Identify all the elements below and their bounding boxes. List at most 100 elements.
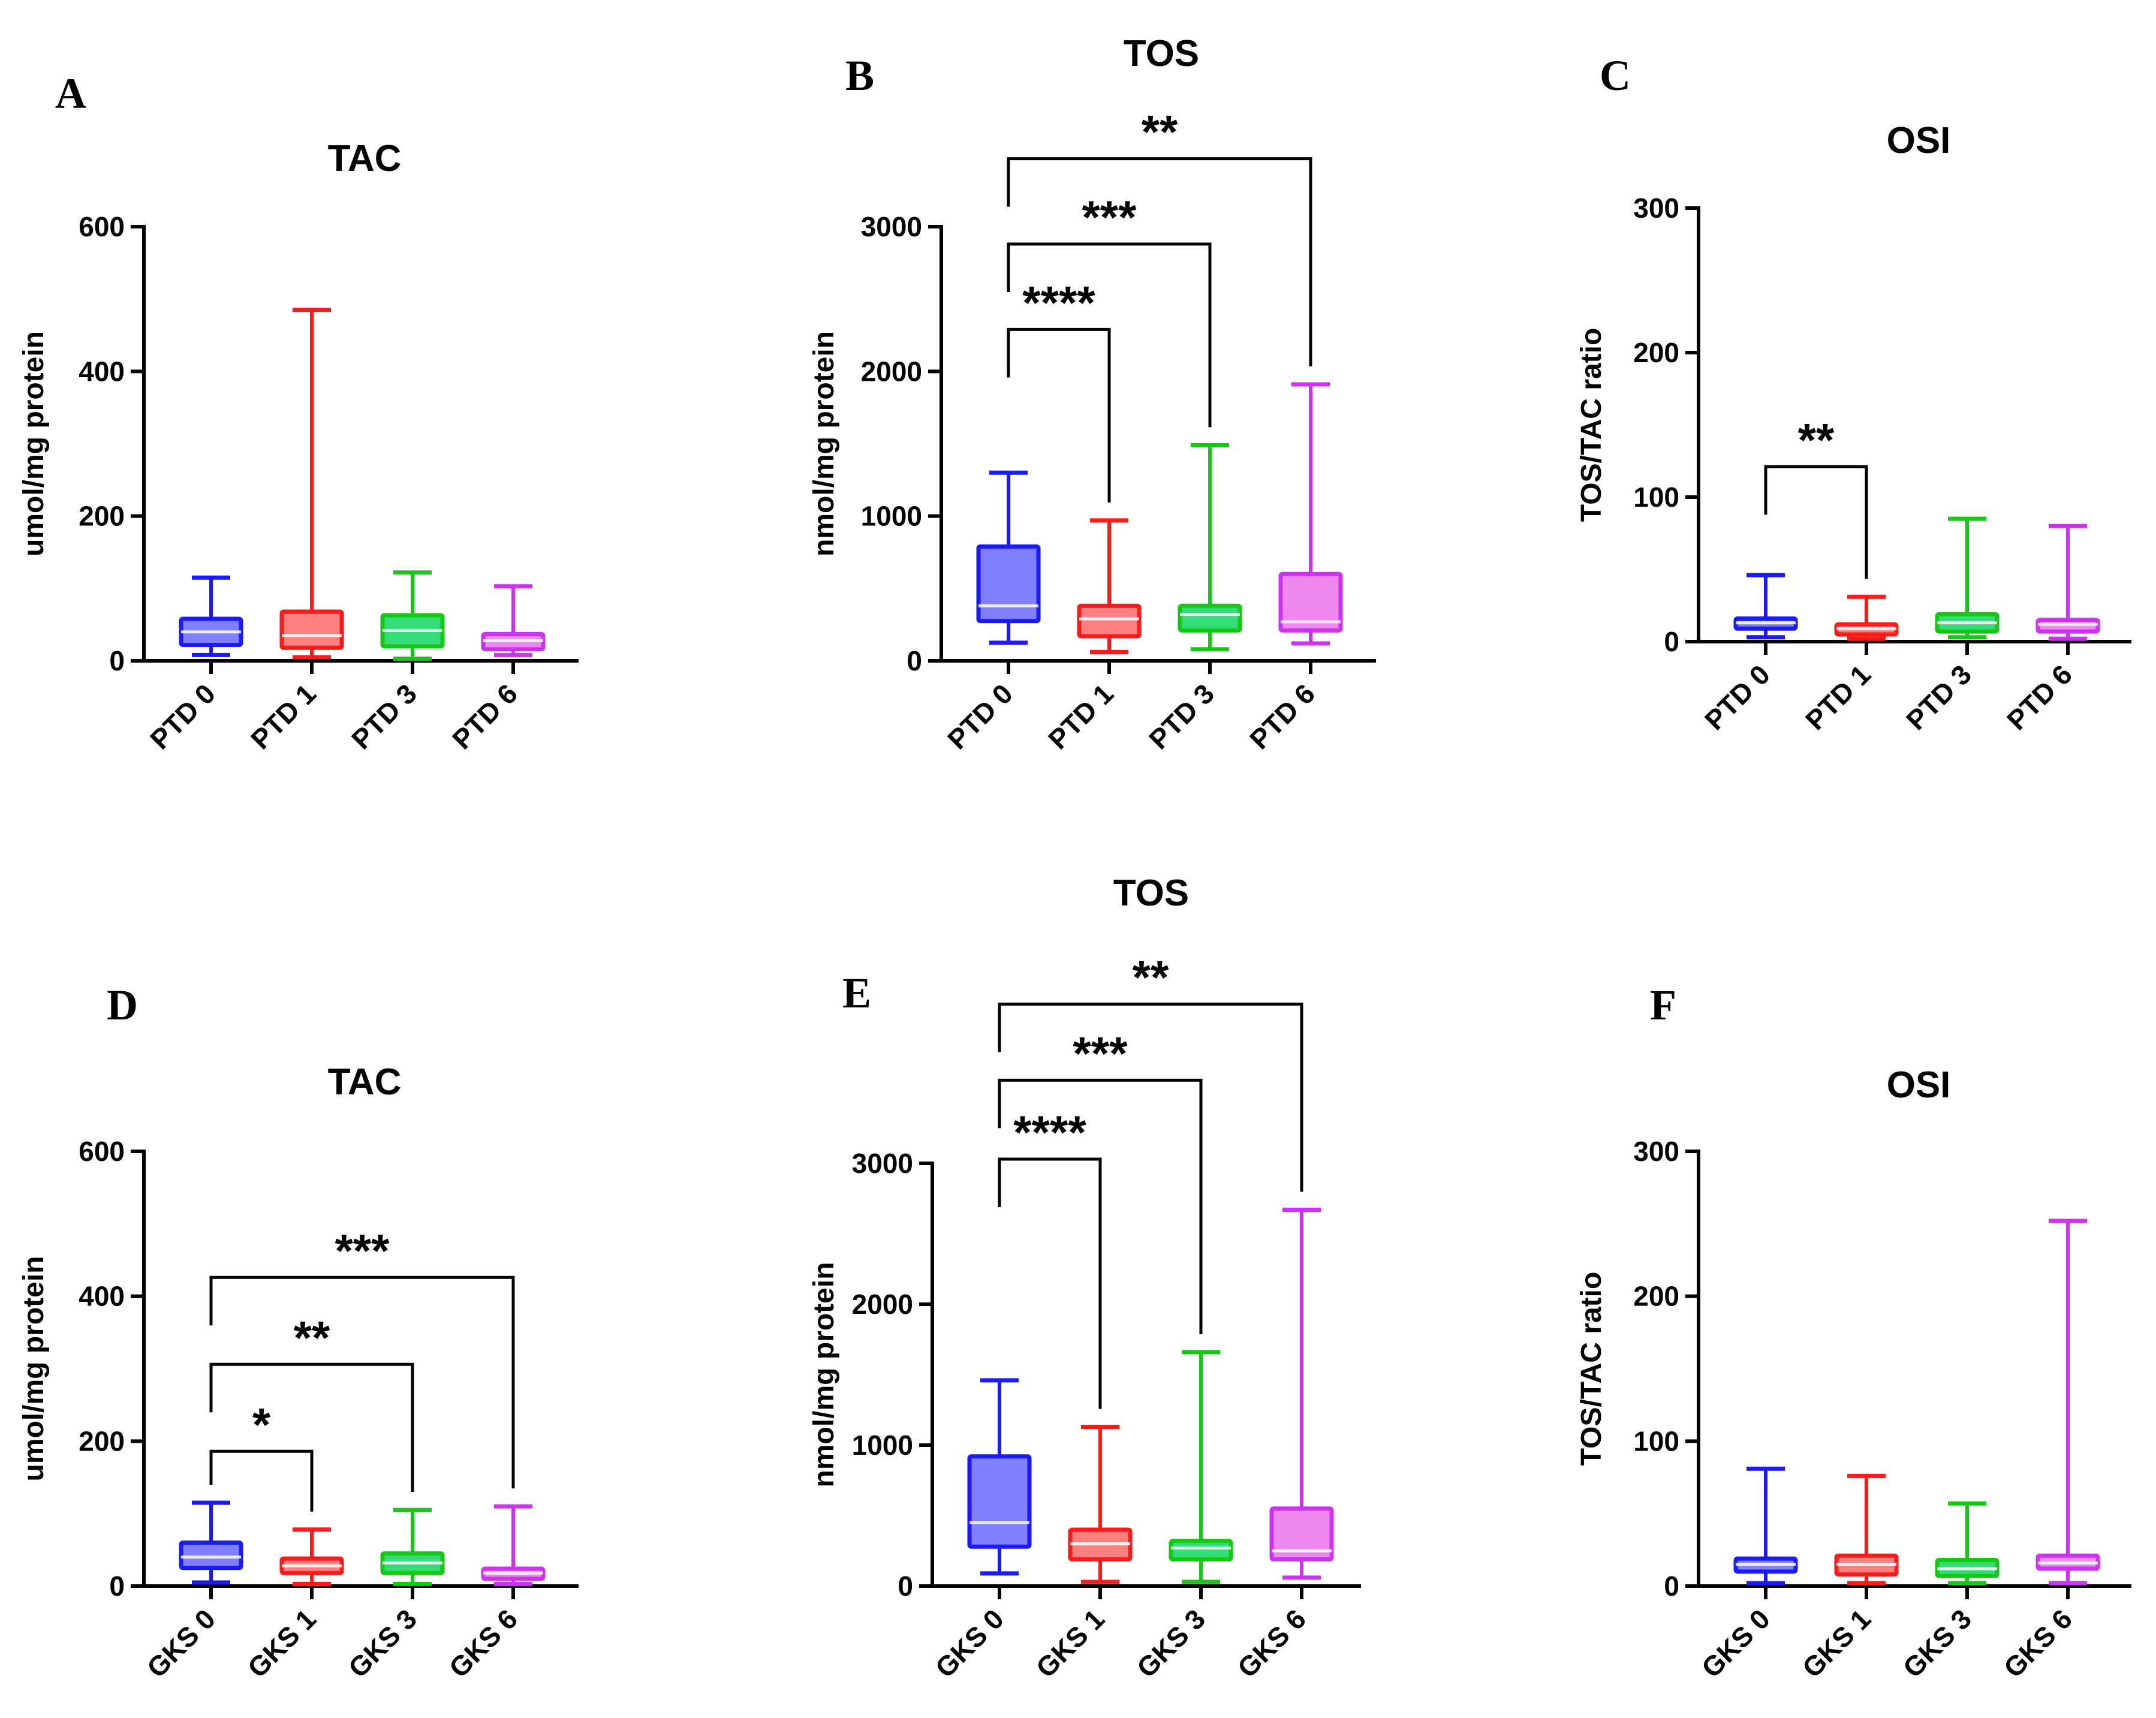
significance-bracket: ** (1007, 106, 1312, 367)
y-axis-title: umol/mg protein (18, 1256, 50, 1482)
box-iqr (1278, 571, 1343, 633)
y-tick-label: 1000 (861, 501, 922, 532)
plot-e: 0 1000 2000 3000 nmol/mg protein GKS 0 GKS 1 GK… (808, 950, 1361, 1684)
box-plot-ptd-6 (2035, 523, 2100, 641)
x-tick-label: PTD 0 (941, 678, 1019, 755)
box-plot-ptd-0 (179, 575, 243, 657)
box-iqr (179, 1541, 243, 1570)
y-tick-label: 600 (79, 1136, 125, 1167)
bracket-line (209, 1362, 414, 1493)
chart-title-d: TAC (328, 1061, 402, 1103)
y-tick-label: 2000 (852, 1289, 913, 1320)
panel-letter-e: E (842, 969, 871, 1017)
plot-f: 0 100 200 300 TOS/TAC ratio GKS 0 GKS 1 GKS 3 GK… (1576, 1136, 2131, 1684)
box-plot-gks-1 (1068, 1424, 1133, 1584)
significance-bracket: ** (998, 950, 1303, 1192)
x-tick-label: PTD 6 (2001, 658, 2078, 736)
plot-a: 0 200 400 600 umol/mg protein PTD 0 PTD 1 PTD 3… (18, 211, 579, 755)
y-tick-label: 2000 (861, 356, 922, 387)
y-tick-label: 3000 (852, 1148, 913, 1179)
panel-letter-a: A (55, 70, 86, 118)
significance-label: *** (1073, 1027, 1128, 1079)
significance-bracket: *** (1007, 191, 1212, 428)
significance-bracket: **** (998, 1106, 1102, 1409)
significance-label: **** (1013, 1106, 1086, 1159)
box-plot-ptd-1 (279, 308, 344, 660)
box-plot-gks-1 (279, 1527, 344, 1586)
x-tick-label: PTD 1 (1042, 678, 1119, 755)
box-plot-gks-6 (481, 1504, 546, 1586)
box-plot-ptd-3 (380, 570, 445, 661)
y-tick-label: 400 (79, 356, 125, 387)
x-tick-label: PTD 0 (1699, 658, 1776, 736)
box-iqr (967, 1454, 1032, 1549)
significance-label: *** (335, 1224, 390, 1277)
bracket-line (1007, 242, 1212, 428)
plot-d: 0 200 400 600 umol/mg protein GKS 0 GKS 1 GKS 3… (18, 1136, 579, 1684)
box-plot-ptd-3 (1935, 516, 2000, 640)
x-tick-label: GKS 6 (1231, 1603, 1312, 1683)
box-plot-ptd-0 (1733, 573, 1798, 640)
chart-title-f: OSI (1887, 1064, 1951, 1106)
panel-a: A TAC 0 200 400 600 umol/mg protein PTD 0 PTD … (18, 70, 579, 755)
box-plot-gks-0 (1733, 1466, 1798, 1585)
bracket-line (209, 1275, 515, 1489)
y-tick-label: 300 (1633, 1136, 1679, 1167)
y-axis-title: nmol/mg protein (808, 331, 840, 556)
y-tick-label: 200 (1633, 1281, 1679, 1312)
y-axis-title: umol/mg protein (18, 331, 50, 556)
y-tick-label: 200 (1633, 337, 1679, 368)
y-axis-title: TOS/TAC ratio (1576, 1272, 1607, 1466)
x-tick-label: PTD 1 (1799, 658, 1877, 736)
panel-letter-c: C (1600, 52, 1631, 100)
x-tick-label: PTD 0 (144, 678, 221, 755)
x-tick-label: GKS 3 (1897, 1603, 1977, 1683)
x-tick-label: GKS 1 (1796, 1603, 1877, 1683)
y-tick-label: 100 (1633, 1425, 1679, 1457)
bracket-line (998, 1078, 1203, 1334)
significance-bracket: * (209, 1398, 314, 1512)
x-tick-label: GKS 0 (141, 1603, 221, 1683)
chart-title-e: TOS (1113, 872, 1189, 914)
box-iqr (1269, 1506, 1334, 1561)
bracket-line (998, 1002, 1303, 1192)
box-plot-ptd-3 (1178, 443, 1242, 652)
significance-bracket: ** (209, 1311, 414, 1493)
x-tick-label: GKS 3 (1131, 1603, 1211, 1683)
x-tick-label: GKS 3 (342, 1603, 423, 1683)
x-tick-label: GKS 1 (242, 1603, 322, 1683)
box-plot-gks-6 (2035, 1218, 2100, 1585)
box-plot-gks-6 (1269, 1208, 1334, 1580)
significance-label: ** (1133, 950, 1169, 1003)
plot-b: 0 1000 2000 3000 nmol/mg protein PTD 0 PTD 1 PT… (808, 106, 1376, 755)
bracket-line (998, 1157, 1102, 1409)
y-tick-label: 0 (1664, 1570, 1679, 1602)
x-tick-label: GKS 6 (443, 1603, 523, 1683)
y-tick-label: 100 (1633, 482, 1679, 513)
y-tick-label: 0 (1664, 626, 1679, 657)
y-tick-label: 3000 (861, 211, 922, 242)
x-tick-label: PTD 6 (446, 678, 523, 755)
x-tick-label: GKS 0 (1696, 1603, 1776, 1683)
x-tick-label: GKS 1 (1030, 1603, 1110, 1683)
y-axis-title: nmol/mg protein (808, 1262, 840, 1488)
panel-letter-f: F (1650, 981, 1676, 1029)
box-iqr (1077, 603, 1142, 639)
box-iqr (1178, 603, 1242, 633)
significance-bracket: *** (209, 1224, 515, 1489)
x-tick-label: PTD 6 (1243, 678, 1321, 755)
y-tick-label: 600 (79, 211, 125, 242)
significance-label: *** (1082, 191, 1137, 243)
y-tick-label: 1000 (852, 1430, 913, 1461)
panel-letter-d: D (107, 981, 138, 1029)
y-tick-label: 200 (79, 1425, 125, 1457)
plot-c: 0 100 200 300 TOS/TAC ratio PTD 0 PTD 1 PTD 3 PT… (1576, 192, 2131, 736)
bracket-line (1007, 327, 1111, 503)
chart-title-c: OSI (1887, 120, 1951, 161)
y-tick-label: 0 (109, 645, 125, 676)
x-tick-label: PTD 1 (245, 678, 322, 755)
panel-c: C OSI 0 100 200 300 TOS/TAC ratio PTD 0 PTD 1 P… (1576, 52, 2131, 736)
box-plot-ptd-0 (976, 470, 1041, 645)
